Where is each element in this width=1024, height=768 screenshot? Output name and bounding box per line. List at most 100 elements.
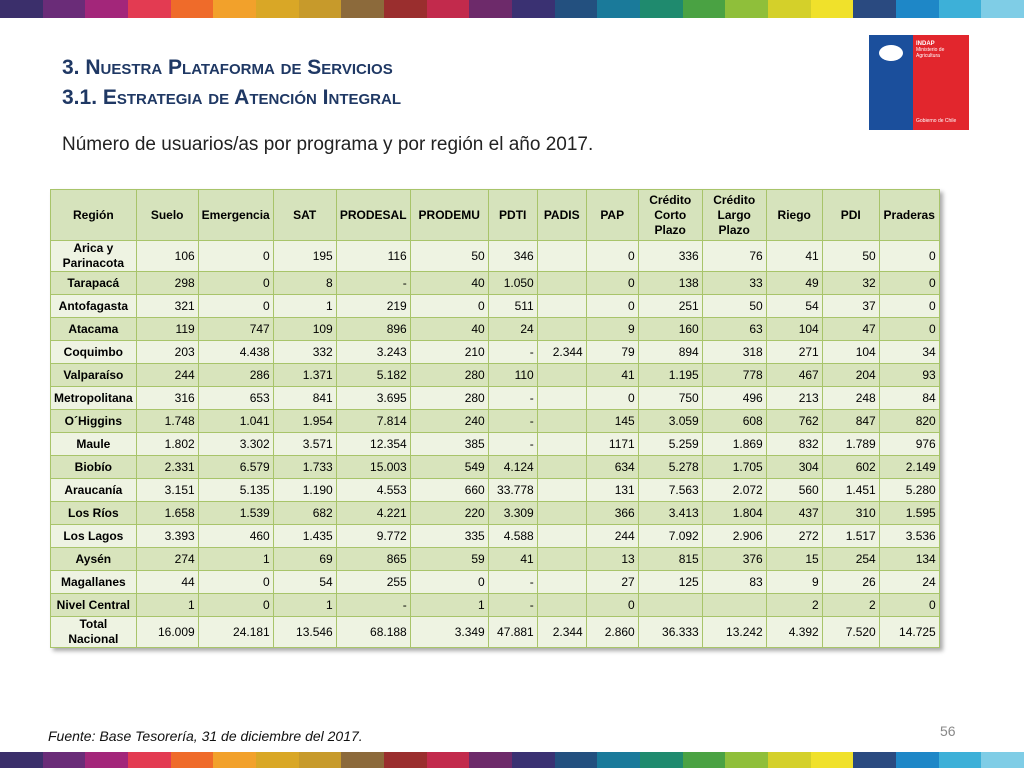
- empty-cell: [536, 547, 587, 571]
- cell: 9: [765, 570, 823, 594]
- stripe-segment: [640, 752, 683, 768]
- stripe-segment: [810, 752, 854, 768]
- cell: 9: [585, 317, 639, 341]
- cell: 298: [135, 271, 199, 295]
- region-cell: Metropolitana: [50, 386, 137, 410]
- empty-cell: [536, 271, 587, 295]
- cell: 280: [409, 363, 489, 387]
- cell: 8: [272, 271, 337, 295]
- cell: 79: [585, 340, 639, 364]
- region-cell: Los Lagos: [50, 524, 137, 548]
- cell: 12.354: [335, 432, 411, 456]
- cell: 832: [765, 432, 823, 456]
- cell: 0: [878, 593, 940, 617]
- cell: 437: [765, 501, 823, 525]
- stripe-segment: [469, 752, 513, 768]
- cell: 820: [878, 409, 940, 433]
- cell: 335: [409, 524, 489, 548]
- region-cell: Los Ríos: [50, 501, 137, 525]
- cell: 634: [585, 455, 639, 479]
- cell: 896: [335, 317, 411, 341]
- header-row: Región Suelo Emergencia SAT PRODESAL PRODEMU P…: [50, 189, 940, 241]
- cell: 255: [335, 570, 411, 594]
- cell: 131: [585, 478, 639, 502]
- stripe-segment: [170, 0, 214, 18]
- column-header: PADIS: [536, 189, 587, 241]
- region-cell: Arica y Parinacota: [50, 240, 137, 272]
- table-row: O´Higgins 1.748 1.041 1.954 7.814 240- 145 3.05…: [50, 409, 940, 433]
- cell: 602: [821, 455, 880, 479]
- cell: 251: [637, 294, 703, 318]
- cell: 7.092: [637, 524, 703, 548]
- cell: 219: [335, 294, 411, 318]
- cell: 50: [821, 240, 880, 272]
- table-row: Arica y Parinacota 106 0 195 116 50 346 0 336 76 4…: [50, 240, 940, 272]
- stripe-segment: [384, 0, 427, 18]
- cell: 34: [878, 340, 940, 364]
- cell: 244: [585, 524, 639, 548]
- cell: 16.009: [135, 616, 199, 648]
- cell: 76: [701, 240, 767, 272]
- cell: 467: [765, 363, 823, 387]
- cell: 203: [135, 340, 199, 364]
- cell: 54: [272, 570, 337, 594]
- stripe-segment: [426, 752, 470, 768]
- cell: -: [335, 593, 411, 617]
- cell: 4.553: [335, 478, 411, 502]
- stripe-segment: [682, 0, 726, 18]
- cell: 37: [821, 294, 880, 318]
- cell: 2: [765, 593, 823, 617]
- cell: 608: [701, 409, 767, 433]
- cell: 244: [135, 363, 199, 387]
- cell: 3.243: [335, 340, 411, 364]
- cell: 33.778: [487, 478, 538, 502]
- stripe-segment: [981, 752, 1024, 768]
- stripe-segment: [341, 0, 385, 18]
- stripe-segment: [42, 752, 86, 768]
- logo-emblem: [869, 35, 913, 130]
- cell: 32: [821, 271, 880, 295]
- cell: 248: [821, 386, 880, 410]
- cell: 84: [878, 386, 940, 410]
- cell: 976: [878, 432, 940, 456]
- cell: -: [335, 271, 411, 295]
- cell: 1: [272, 593, 337, 617]
- cell: 47: [821, 317, 880, 341]
- cell: 14.725: [878, 616, 940, 648]
- cell: 2.344: [536, 616, 587, 648]
- cell: 0: [585, 240, 639, 272]
- stripe-segment: [938, 0, 982, 18]
- stripe-segment: [981, 0, 1024, 18]
- cell: 109: [272, 317, 337, 341]
- cell: 0: [197, 593, 274, 617]
- cell: 0: [585, 386, 639, 410]
- cell: 5.278: [637, 455, 703, 479]
- empty-cell: [536, 501, 587, 525]
- cell: 1.804: [701, 501, 767, 525]
- empty-cell: [536, 409, 587, 433]
- cell: 5.182: [335, 363, 411, 387]
- cell: 33: [701, 271, 767, 295]
- cell: -: [487, 386, 538, 410]
- table-row: Aysén 274 1 69 865 59 41 13 815 376 15 254 134: [50, 547, 940, 571]
- cell: 213: [765, 386, 823, 410]
- cell: 366: [585, 501, 639, 525]
- cell: 511: [487, 294, 538, 318]
- cell: 24: [487, 317, 538, 341]
- table-row: Metropolitana 316 653 841 3.695 280- 0 750 496 21…: [50, 386, 940, 410]
- stripe-segment: [42, 0, 86, 18]
- empty-cell: [536, 593, 587, 617]
- cell: 125: [637, 570, 703, 594]
- cell: 145: [585, 409, 639, 433]
- stripe-segment: [554, 0, 598, 18]
- stripe-segment: [768, 752, 811, 768]
- cell: 304: [765, 455, 823, 479]
- cell: 36.333: [637, 616, 703, 648]
- cell: 138: [637, 271, 703, 295]
- cell: 1.705: [701, 455, 767, 479]
- cell: 682: [272, 501, 337, 525]
- column-header: PDI: [821, 189, 880, 241]
- stripe-segment: [170, 752, 214, 768]
- cell: 1.195: [637, 363, 703, 387]
- cell: 0: [878, 294, 940, 318]
